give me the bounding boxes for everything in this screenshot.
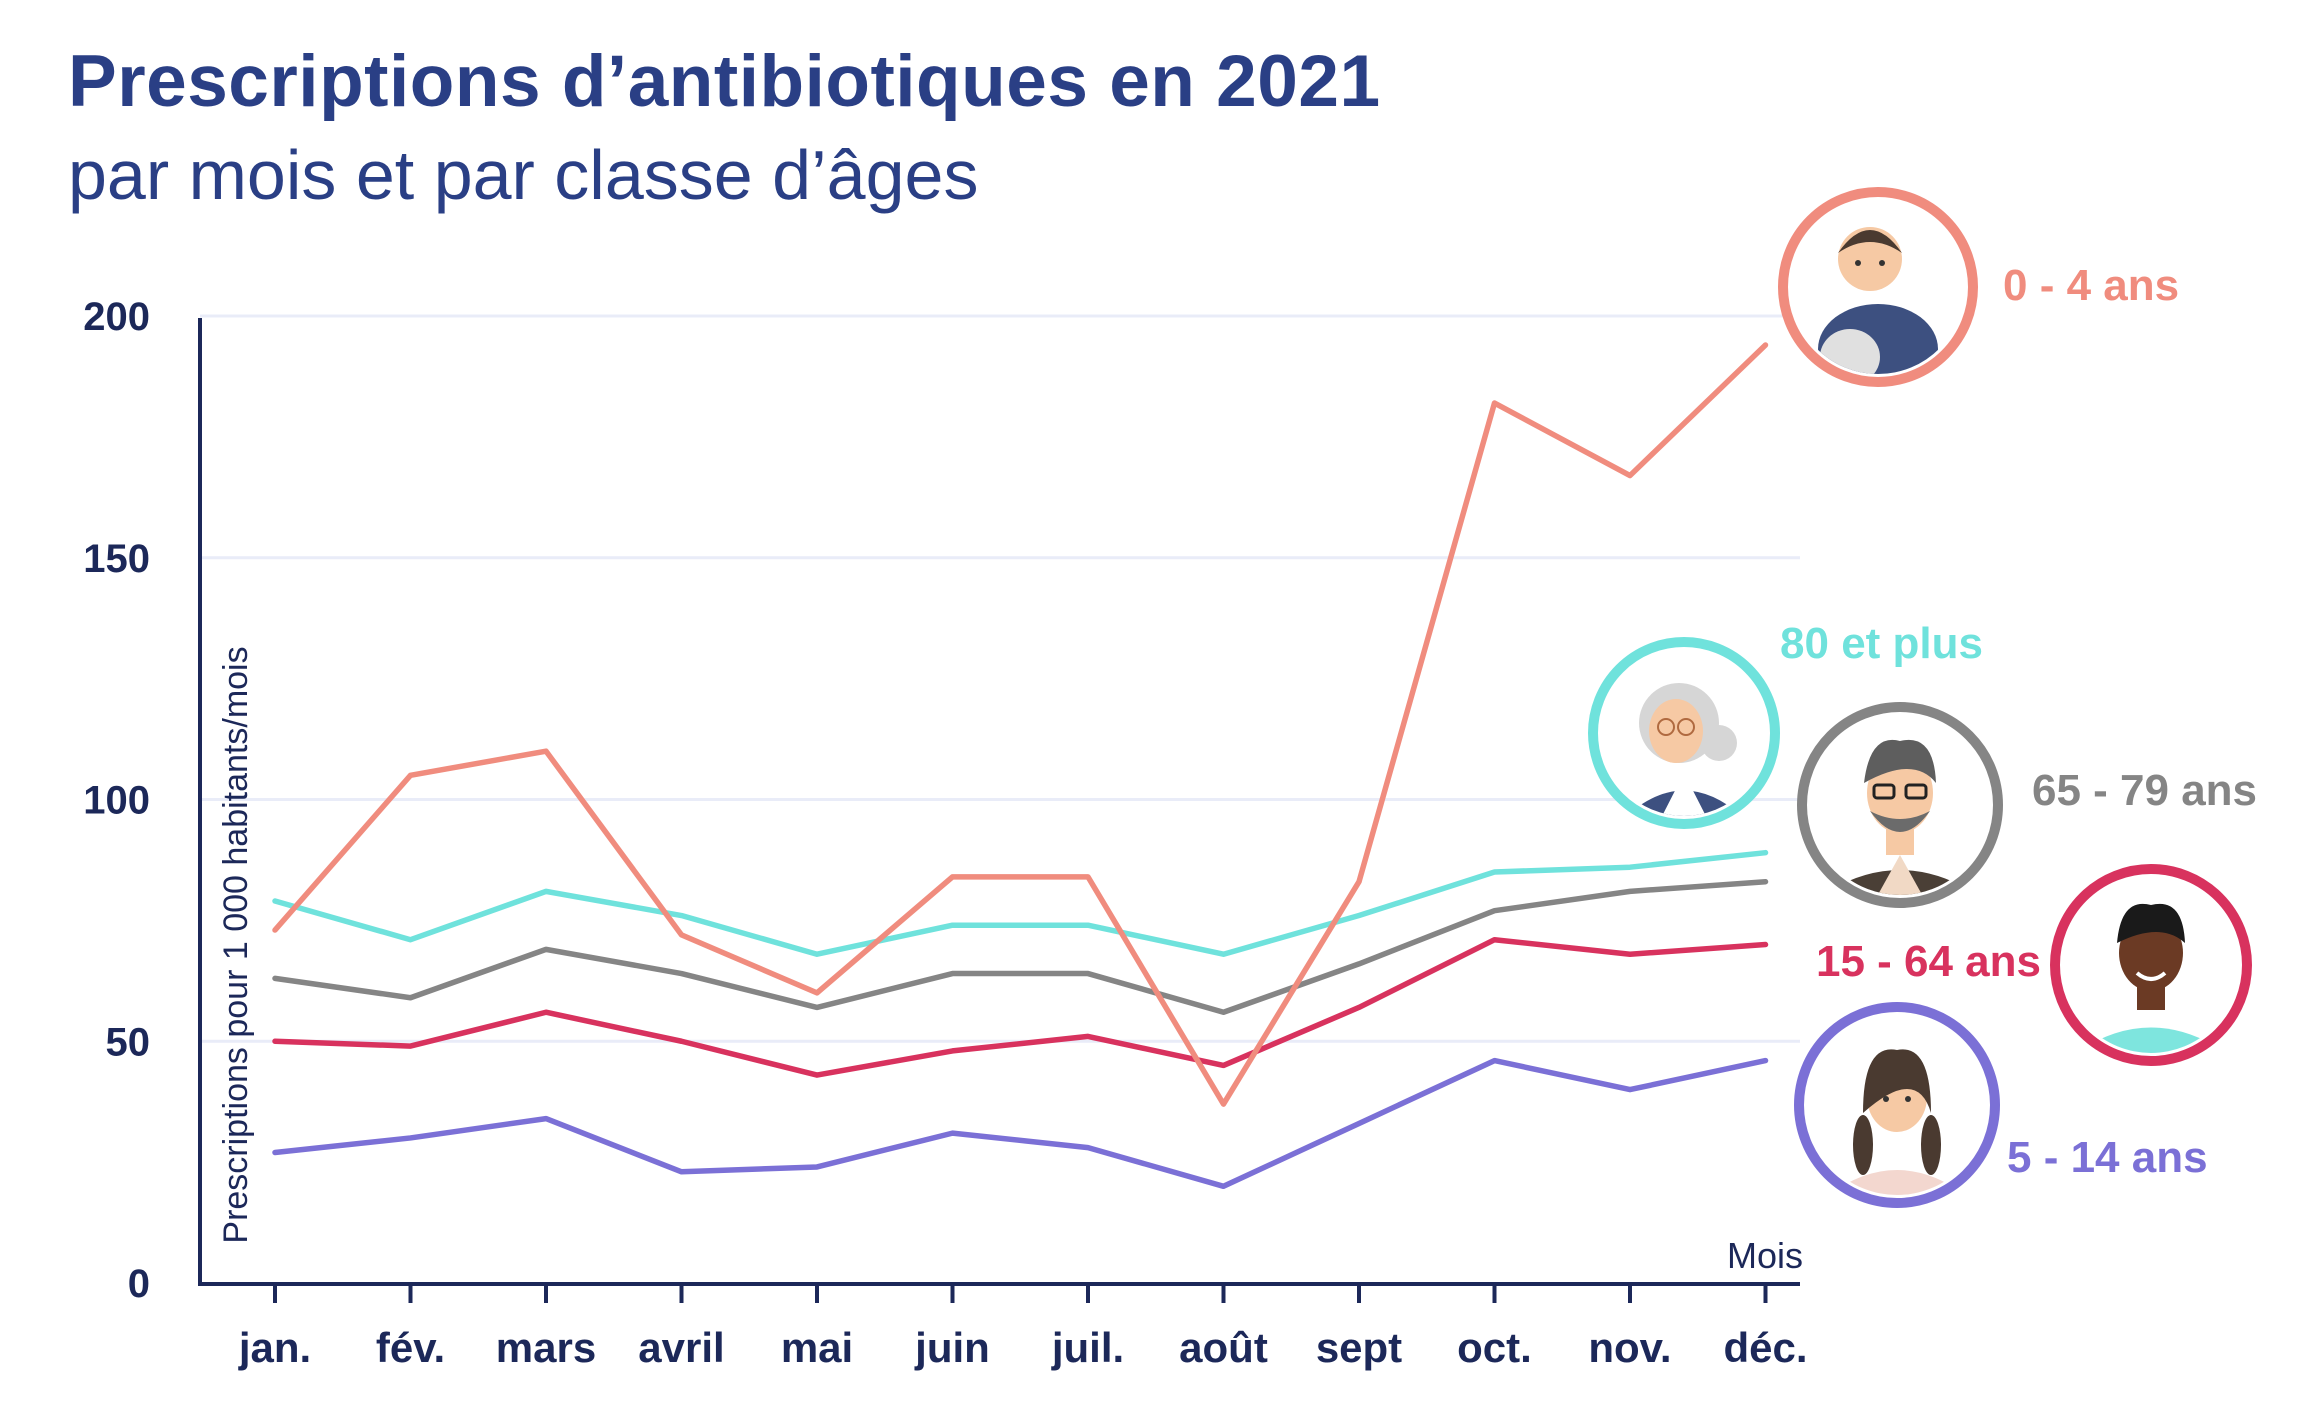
series-line-0-4	[272, 342, 1769, 1107]
glasses	[1677, 718, 1695, 736]
girl-icon	[1794, 1002, 2000, 1208]
portrait-figure	[1614, 683, 1754, 816]
pigtail	[1853, 1115, 1873, 1175]
y-tick-label: 50	[106, 1020, 151, 1064]
glasses	[1904, 783, 1928, 800]
x-tick-label: oct.	[1457, 1324, 1532, 1371]
blouse	[1656, 773, 1712, 816]
y-tick-label: 150	[83, 537, 150, 581]
x-tick-label: mars	[496, 1324, 596, 1371]
y-axis-label: Prescriptions pour 1 000 habitants/mois	[217, 646, 255, 1243]
pigtail	[1921, 1115, 1941, 1175]
x-tick-label: fév.	[376, 1324, 445, 1371]
series-line-15-64	[272, 936, 1769, 1078]
eye	[1883, 1096, 1889, 1102]
young-man-icon	[2050, 864, 2252, 1066]
legend-label: 15 - 64 ans	[1816, 937, 2041, 986]
legend-label: 5 - 14 ans	[2007, 1133, 2208, 1182]
legend-label: 65 - 79 ans	[2032, 766, 2257, 815]
series-lines	[272, 342, 1769, 1190]
x-tick-label: juin	[914, 1324, 990, 1371]
shirt	[1875, 855, 1925, 895]
baby-icon	[1778, 187, 1978, 387]
axes	[198, 318, 1800, 1303]
face	[1649, 699, 1703, 763]
chart-title: Prescriptions d’antibiotiques en 2021	[68, 41, 1381, 122]
x-tick-label: juil.	[1051, 1324, 1124, 1371]
hair	[1864, 739, 1936, 783]
beard	[1870, 811, 1930, 832]
y-tick-labels: 0 50 100 150 200	[83, 295, 150, 1306]
x-axis-label: Mois	[1727, 1235, 1803, 1276]
x-tick-label: déc.	[1723, 1324, 1807, 1371]
hair	[2117, 903, 2185, 943]
smile	[2135, 971, 2167, 981]
y-tick-label: 100	[83, 779, 150, 823]
bun	[1701, 725, 1737, 761]
y-tick-label: 0	[128, 1262, 150, 1306]
series-line-80plus	[272, 849, 1769, 957]
y-tick-label: 200	[83, 295, 150, 339]
x-tick-label: août	[1179, 1324, 1268, 1371]
x-tick-label: nov.	[1588, 1324, 1671, 1371]
eye	[1855, 260, 1861, 266]
chart-subtitle: par mois et par classe d’âges	[68, 136, 979, 214]
glasses	[1872, 783, 1896, 800]
hair	[1863, 1049, 1931, 1113]
eye	[1879, 260, 1885, 266]
eye	[1905, 1096, 1911, 1102]
glasses	[1657, 718, 1675, 736]
x-tick-label: jan.	[238, 1324, 311, 1371]
x-tick-labels: jan. fév. mars avril mai juin juil. août sept oct…	[238, 1324, 1808, 1371]
elderly-woman-icon	[1588, 637, 1780, 829]
x-tick-label: mai	[781, 1324, 853, 1371]
legend-label: 0 - 4 ans	[2003, 261, 2179, 310]
x-tick-label: avril	[638, 1324, 724, 1371]
series-line-65-79	[272, 878, 1769, 1015]
legend-label: 80 et plus	[1780, 619, 1983, 668]
legend: 80 et plus 65 - 79 ans 15 - 64 ans 5 - 14 a…	[1588, 187, 2257, 1208]
gridlines	[200, 314, 1800, 1043]
bearded-man-icon	[1797, 702, 2003, 908]
series-line-5-14	[272, 1057, 1769, 1190]
x-tick-label: sept	[1316, 1324, 1402, 1371]
hair	[1838, 230, 1902, 253]
